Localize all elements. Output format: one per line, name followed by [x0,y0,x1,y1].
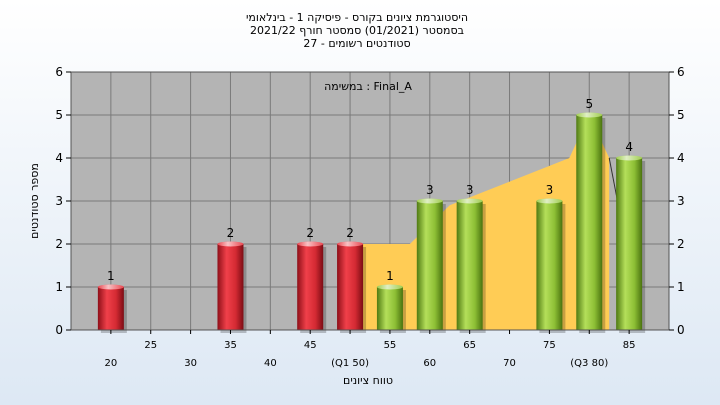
bar-value-label: 2 [346,226,354,240]
y-tick-label-left: 3 [55,194,63,208]
bar-35 [217,241,247,333]
x-tick-label: 45 [304,340,317,351]
bar-cap-highlight [456,198,483,204]
bar-value-label: 4 [625,140,633,154]
y-tick-label-right: 6 [677,65,685,79]
bar-value-label: 1 [386,269,394,283]
y-tick-label-left: 2 [55,237,63,251]
x-tick-label: 55 [384,340,397,351]
bar-60 [416,198,446,333]
x-tick-label: 60 [423,358,436,369]
y-tick-label-left: 5 [55,108,63,122]
y-axis-label: מספר סטודנטים [28,163,41,239]
y-tick-label-right: 1 [677,280,685,294]
task-annotation: במשימה : Final_A [324,80,412,93]
y-tick-label-right: 4 [677,151,685,165]
x-tick-label: 25 [144,340,157,351]
x-axis-label: טווח ציונים [343,374,393,387]
bar-45 [297,241,327,333]
bar-cap-highlight [376,284,403,290]
chart-title-line-1: היסטוגרמת ציונים בקורס - פיסיקה 1 - בינל… [246,11,468,24]
x-tick-label: 75 [543,340,556,351]
chart-title-line-2: בסמסטר (01/2021) סמסטר חורף 2021/22 [250,24,464,37]
bar-body [416,201,443,330]
bar-65 [456,198,486,333]
y-tick-label-left: 6 [55,65,63,79]
bar-value-label: 5 [585,97,593,111]
bar-cap-highlight [576,112,603,118]
x-tick-label: 85 [623,340,636,351]
y-tick-label-right: 0 [677,323,685,337]
bar-cap-highlight [416,198,443,204]
x-tick-label: 70 [503,358,516,369]
bar-body [576,115,603,330]
bar-20 [97,284,127,333]
bar-value-label: 3 [466,183,474,197]
bar-body [456,201,483,330]
x-tick-label: (Q3 80) [570,358,608,369]
bar-value-label: 3 [426,183,434,197]
bar-85 [616,155,646,333]
bar-value-label: 2 [227,226,235,240]
bar-cap-highlight [217,241,244,247]
bar-body [337,244,364,330]
bar-55 [376,284,406,333]
bar-75 [536,198,566,333]
bar-cap-highlight [536,198,563,204]
bar-value-label: 2 [306,226,314,240]
bar-body [97,287,124,330]
bar-body [297,244,324,330]
x-tick-label: 40 [264,358,277,369]
x-tick-label: 20 [104,358,117,369]
y-tick-label-left: 1 [55,280,63,294]
bar-body [376,287,403,330]
y-tick-label-left: 4 [55,151,63,165]
x-tick-label: 35 [224,340,237,351]
bar-body [217,244,244,330]
y-tick-label-right: 2 [677,237,685,251]
bar-body [536,201,563,330]
y-tick-label-left: 0 [55,323,63,337]
y-tick-label-right: 5 [677,108,685,122]
y-tick-label-right: 3 [677,194,685,208]
bar-value-label: 3 [546,183,554,197]
bar-cap-highlight [97,284,124,290]
chart-title-line-3: סטודנטים רשומים - 27 [303,37,410,50]
bar-value-label: 1 [107,269,115,283]
bar-80 [576,112,606,333]
bar-cap-highlight [337,241,364,247]
x-tick-label: 65 [463,340,476,351]
bar-cap-highlight [297,241,324,247]
x-tick-label: (Q1 50) [331,358,369,369]
bar-cap-highlight [616,155,643,161]
x-tick-label: 30 [184,358,197,369]
bar-body [616,158,643,330]
bar-50 [337,241,367,333]
